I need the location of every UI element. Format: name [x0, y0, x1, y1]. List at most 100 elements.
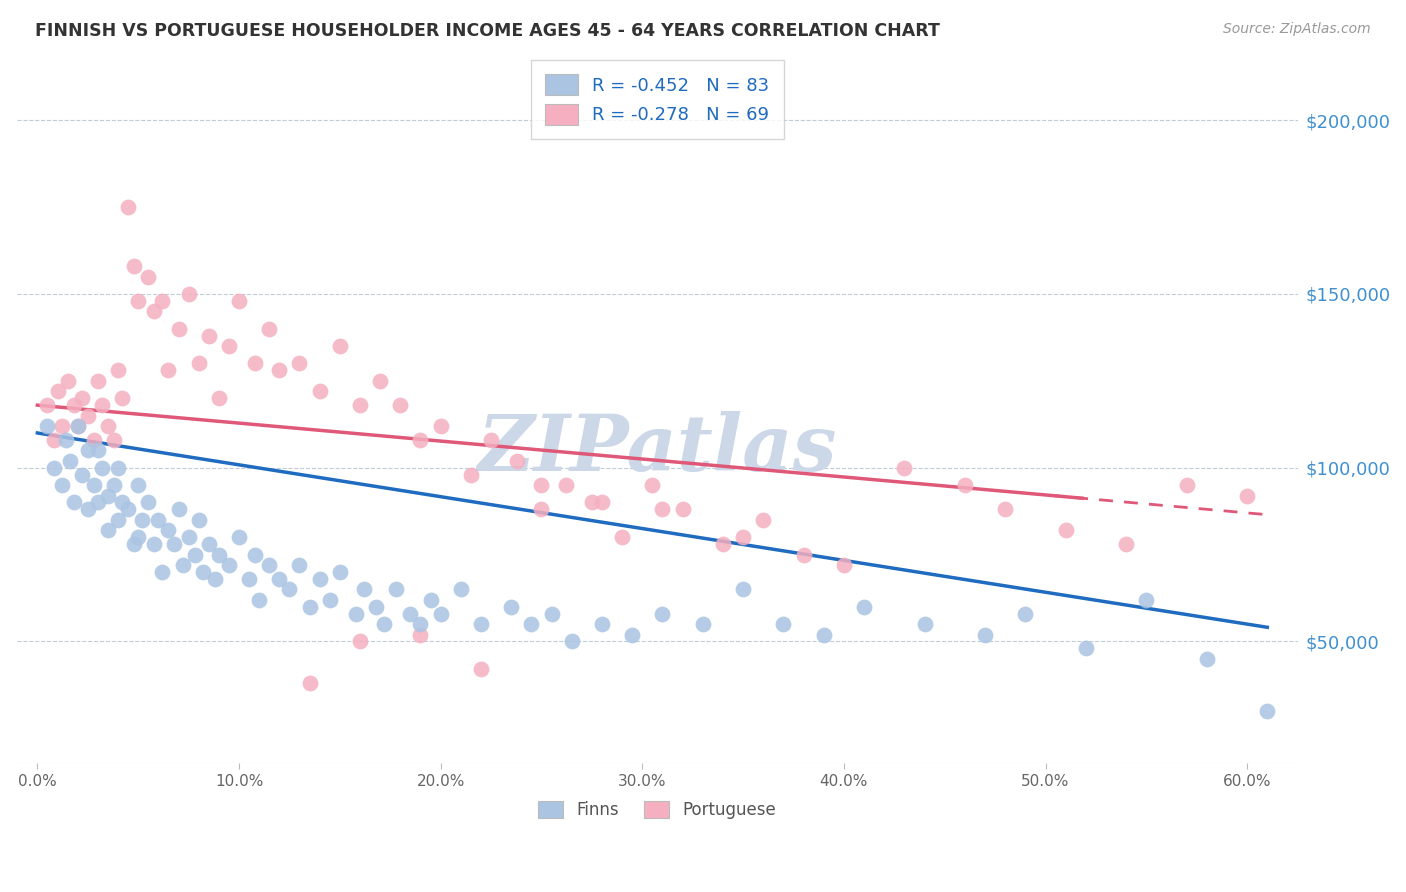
Point — [530, 478, 553, 492]
Point — [621, 627, 644, 641]
Point — [37, 419, 59, 434]
Point — [62, 398, 84, 412]
Point — [460, 467, 482, 482]
Point — [97, 523, 120, 537]
Point — [257, 322, 280, 336]
Point — [107, 513, 129, 527]
Point — [1236, 489, 1258, 503]
Point — [90, 460, 112, 475]
Point — [581, 495, 603, 509]
Point — [157, 523, 180, 537]
Point — [187, 513, 209, 527]
Point — [243, 356, 266, 370]
Point — [1014, 607, 1036, 621]
Point — [288, 558, 311, 572]
Point — [692, 617, 714, 632]
Point — [111, 495, 134, 509]
Point — [373, 617, 395, 632]
Point — [554, 478, 576, 492]
Point — [450, 582, 472, 597]
Point — [974, 627, 997, 641]
Point — [70, 467, 93, 482]
Point — [66, 419, 89, 434]
Point — [1256, 704, 1278, 718]
Point — [150, 293, 173, 308]
Point — [37, 398, 59, 412]
Point — [218, 339, 240, 353]
Point — [136, 495, 159, 509]
Point — [103, 433, 125, 447]
Point — [994, 502, 1017, 516]
Point — [172, 558, 194, 572]
Point — [167, 502, 190, 516]
Point — [177, 530, 200, 544]
Point — [752, 513, 775, 527]
Point — [163, 537, 186, 551]
Point — [308, 572, 330, 586]
Point — [204, 572, 226, 586]
Text: Source: ZipAtlas.com: Source: ZipAtlas.com — [1223, 22, 1371, 37]
Point — [228, 293, 250, 308]
Legend: Finns, Portuguese: Finns, Portuguese — [531, 795, 783, 826]
Text: ZIPatlas: ZIPatlas — [478, 411, 837, 488]
Point — [136, 269, 159, 284]
Point — [409, 617, 432, 632]
Point — [197, 328, 219, 343]
Point — [187, 356, 209, 370]
Point — [143, 304, 166, 318]
Point — [127, 478, 149, 492]
Point — [76, 443, 98, 458]
Point — [385, 582, 408, 597]
Point — [55, 433, 77, 447]
Text: FINNISH VS PORTUGUESE HOUSEHOLDER INCOME AGES 45 - 64 YEARS CORRELATION CHART: FINNISH VS PORTUGUESE HOUSEHOLDER INCOME… — [35, 22, 941, 40]
Point — [83, 478, 105, 492]
Point — [208, 548, 231, 562]
Point — [70, 391, 93, 405]
Point — [429, 607, 451, 621]
Point — [269, 363, 291, 377]
Point — [148, 513, 170, 527]
Point — [772, 617, 794, 632]
Point — [520, 617, 543, 632]
Point — [66, 419, 89, 434]
Point — [122, 259, 145, 273]
Point — [288, 356, 311, 370]
Point — [167, 322, 190, 336]
Point — [51, 478, 73, 492]
Point — [1175, 478, 1198, 492]
Point — [183, 548, 205, 562]
Point — [813, 627, 835, 641]
Point — [419, 592, 441, 607]
Point — [409, 627, 432, 641]
Point — [278, 582, 301, 597]
Point — [208, 391, 231, 405]
Point — [349, 634, 371, 648]
Point — [247, 592, 270, 607]
Point — [399, 607, 422, 621]
Point — [470, 617, 492, 632]
Point — [832, 558, 855, 572]
Point — [329, 339, 352, 353]
Point — [177, 287, 200, 301]
Point — [506, 454, 529, 468]
Point — [610, 530, 633, 544]
Point — [530, 502, 553, 516]
Point — [1115, 537, 1137, 551]
Point — [298, 676, 321, 690]
Point — [429, 419, 451, 434]
Point — [107, 460, 129, 475]
Point — [671, 502, 693, 516]
Point — [349, 398, 371, 412]
Point — [308, 384, 330, 399]
Point — [1054, 523, 1077, 537]
Point — [793, 548, 815, 562]
Point — [344, 607, 367, 621]
Point — [97, 489, 120, 503]
Point — [269, 572, 291, 586]
Point — [366, 599, 388, 614]
Point — [479, 433, 502, 447]
Point — [42, 460, 65, 475]
Point — [257, 558, 280, 572]
Point — [87, 374, 110, 388]
Point — [131, 513, 153, 527]
